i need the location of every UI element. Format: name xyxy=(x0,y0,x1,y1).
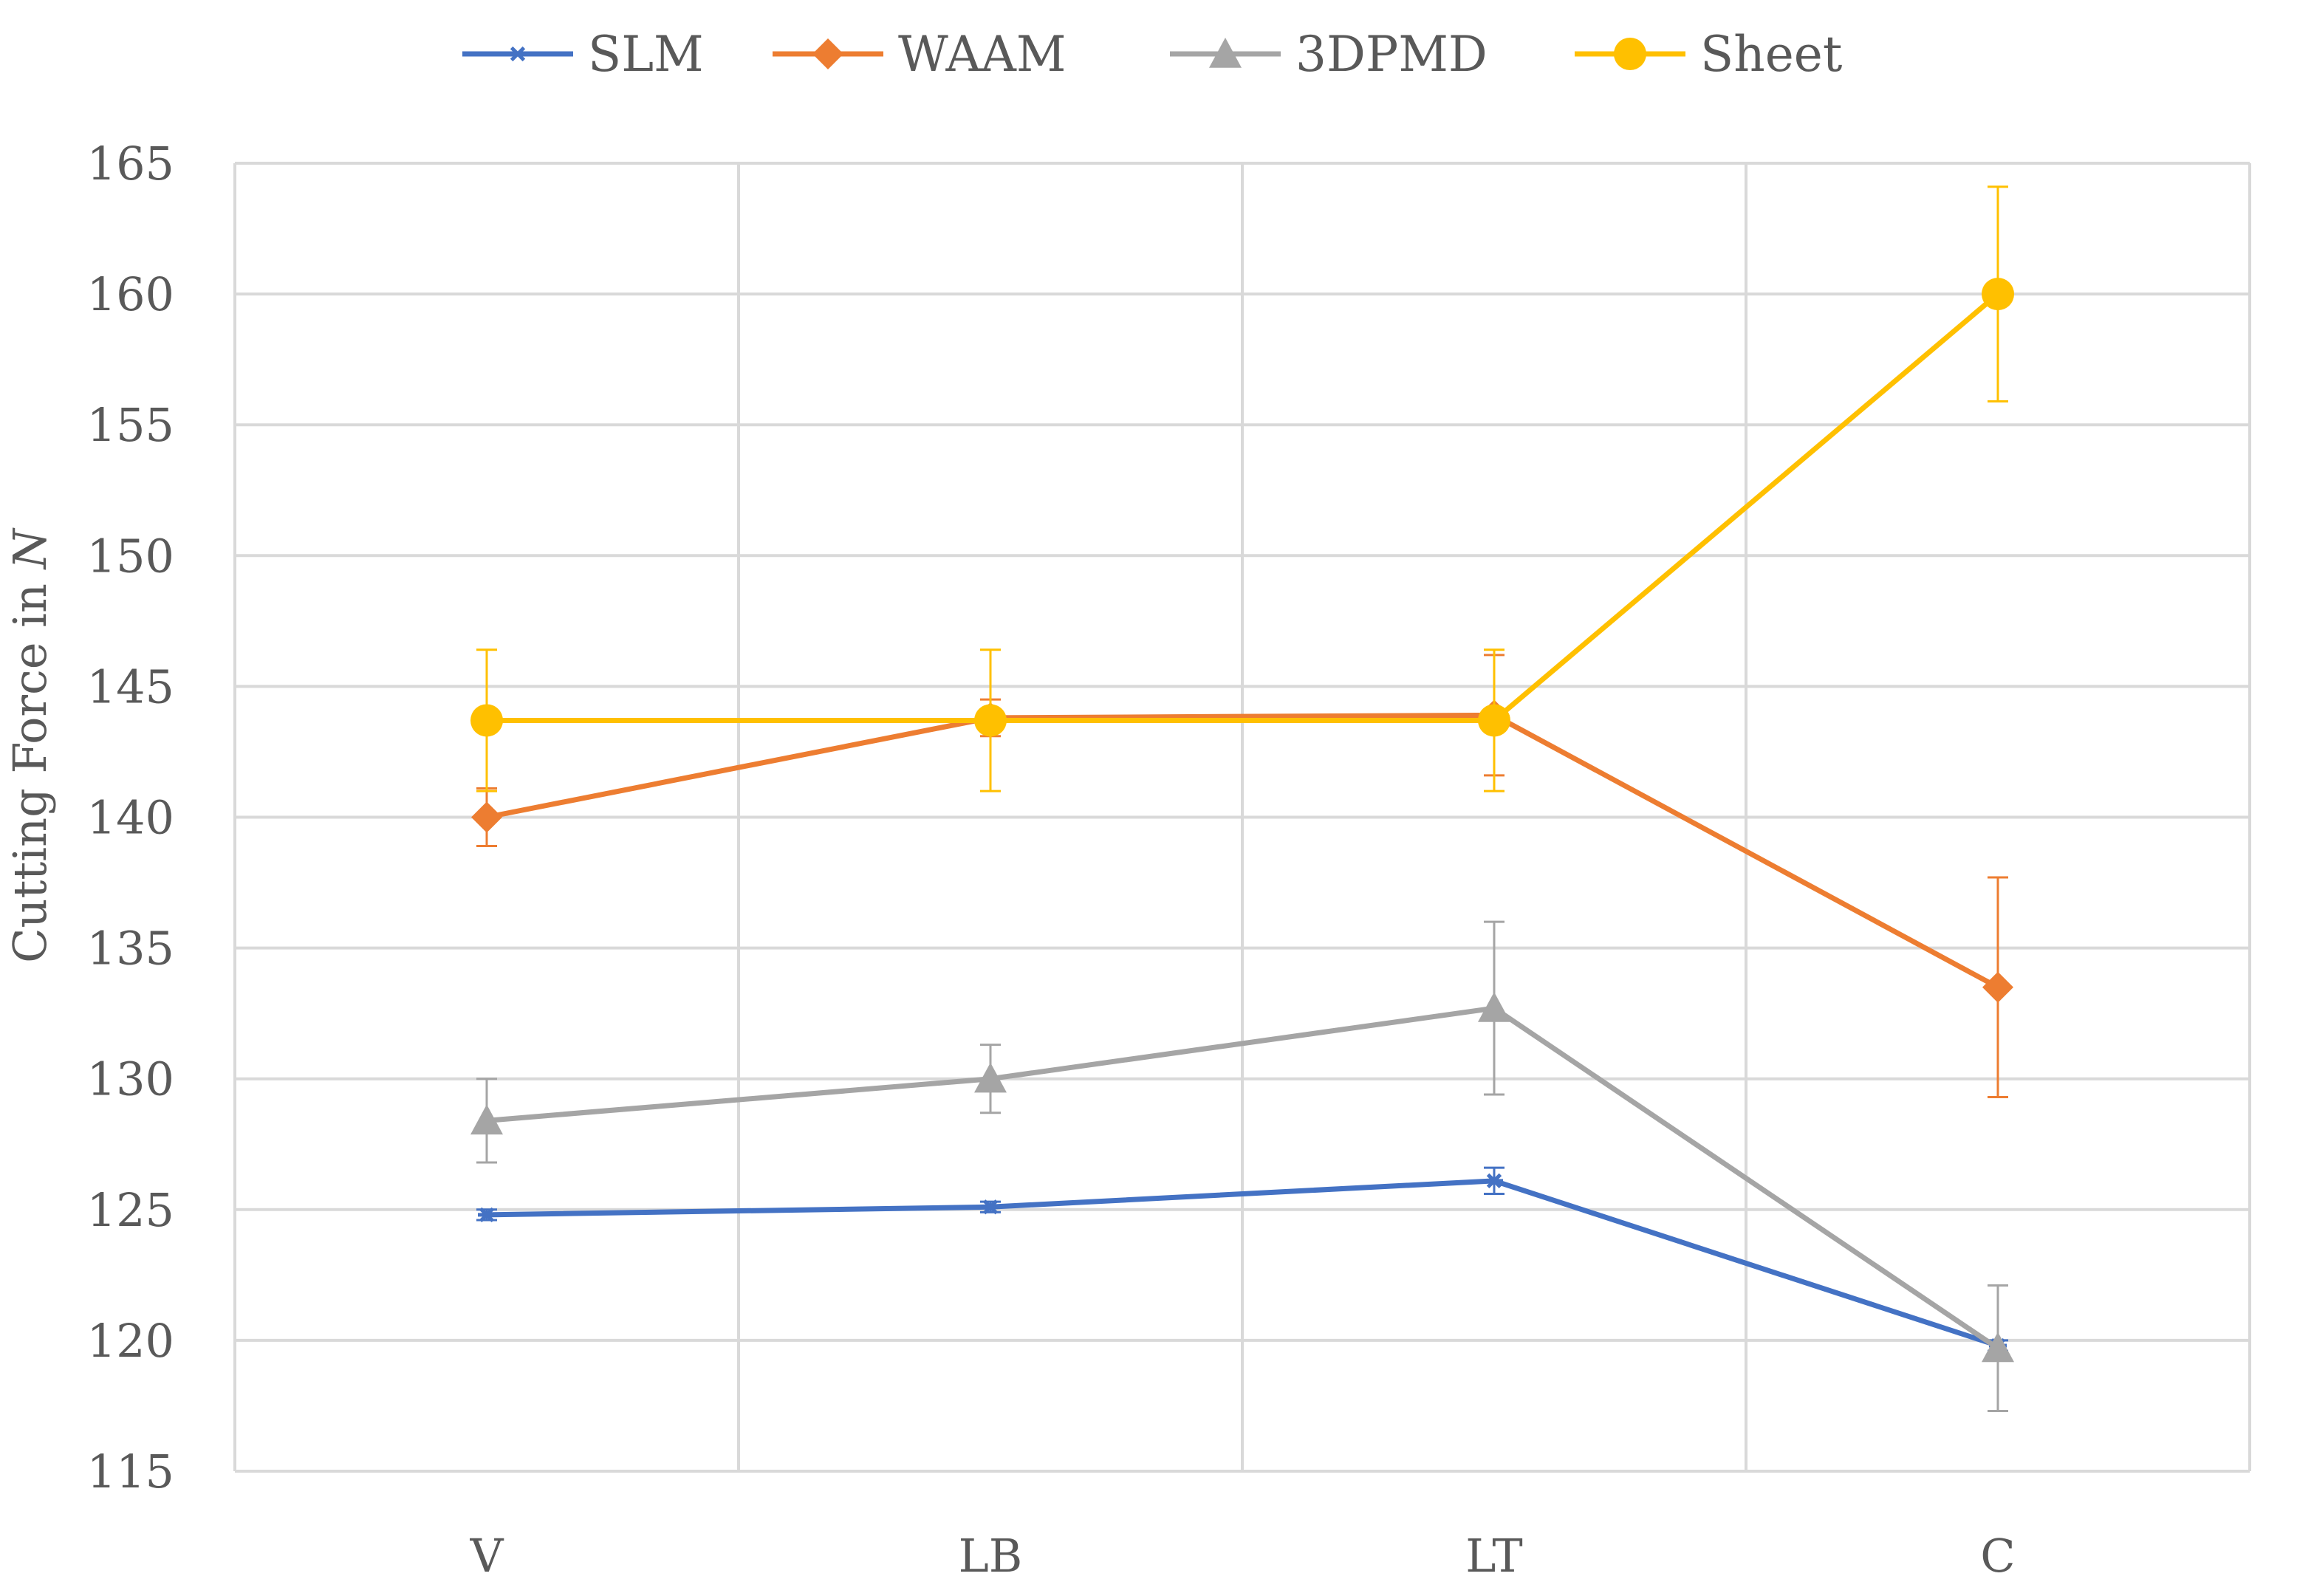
legend-swatch-marker-sheet xyxy=(1614,38,1646,70)
y-axis-title-unit: N xyxy=(3,527,57,570)
legend-swatch-marker-slm-stroke-d2 xyxy=(510,46,526,62)
y-tick-label-165: 165 xyxy=(87,137,174,191)
series-line-3dpmd xyxy=(484,1005,2001,1352)
data-point-3dpmd-c xyxy=(1982,1332,2014,1363)
legend-label-sheet: Sheet xyxy=(1700,26,1842,83)
data-point-slm-lb xyxy=(982,1199,999,1215)
legend-label-waam: WAAM xyxy=(898,26,1066,83)
y-tick-label-145: 145 xyxy=(87,660,174,713)
legend-swatch-marker-3dpmd xyxy=(1209,38,1242,68)
data-point-waam-v xyxy=(471,801,502,833)
y-tick-label-160: 160 xyxy=(87,267,174,321)
legend-item-3dpmd: 3DPMD xyxy=(1170,26,1488,83)
x-tick-label-lb: LB xyxy=(959,1529,1023,1583)
data-point-slm-lt-stroke-d2 xyxy=(1486,1173,1502,1189)
series-3dpmd xyxy=(470,920,2014,1413)
y-axis-title: Cutting Force in N xyxy=(3,527,57,963)
y-tick-label-130: 130 xyxy=(87,1052,174,1106)
y-tick-label-155: 155 xyxy=(87,398,174,452)
data-point-3dpmd-v xyxy=(470,1104,503,1135)
x-axis-ticks: V LB LT C xyxy=(470,1529,2016,1583)
series-line-waam xyxy=(484,712,2001,990)
data-point-slm-lb-stroke-d2 xyxy=(982,1199,999,1215)
series-line-slm xyxy=(484,1178,2001,1349)
grid xyxy=(233,162,2251,1473)
y-axis-title-text: Cutting Force in xyxy=(3,569,57,963)
y-axis-ticks: 115 120 125 130 135 140 145 150 155 160 165 xyxy=(87,137,174,1499)
legend-label-slm: SLM xyxy=(588,26,704,83)
data-point-slm-v-stroke-d2 xyxy=(479,1207,495,1223)
legend-label-3dpmd: 3DPMD xyxy=(1295,26,1488,83)
data-point-slm-v xyxy=(478,1207,496,1223)
legend-item-waam: WAAM xyxy=(773,26,1066,83)
series-sheet xyxy=(470,185,2014,792)
x-tick-label-v: V xyxy=(470,1529,504,1583)
y-tick-label-125: 125 xyxy=(87,1183,174,1237)
series-line-sheet xyxy=(484,291,2001,723)
y-tick-label-120: 120 xyxy=(87,1314,174,1368)
data-point-slm-lt xyxy=(1485,1173,1503,1189)
x-tick-label-lt: LT xyxy=(1465,1529,1522,1583)
x-tick-label-c: C xyxy=(1980,1529,2015,1583)
data-point-sheet-lt xyxy=(1478,704,1510,737)
data-point-3dpmd-lt xyxy=(1478,992,1510,1022)
data-point-waam-c xyxy=(1982,971,2013,1003)
series-layer xyxy=(470,185,2014,1413)
y-tick-label-115: 115 xyxy=(87,1445,174,1499)
legend-swatch-marker-waam xyxy=(812,38,843,69)
legend-swatch-marker-slm xyxy=(509,46,527,62)
legend: SLM WAAM 3DPMD Sheet xyxy=(462,26,1842,83)
y-tick-label-140: 140 xyxy=(87,791,174,845)
data-point-sheet-c xyxy=(1982,278,2014,311)
data-point-sheet-lb xyxy=(974,704,1007,737)
data-point-sheet-v xyxy=(470,704,503,737)
legend-item-sheet: Sheet xyxy=(1575,26,1842,83)
y-tick-label-135: 135 xyxy=(87,922,174,976)
legend-item-slm: SLM xyxy=(462,26,704,83)
data-point-3dpmd-lb xyxy=(974,1062,1007,1093)
y-tick-label-150: 150 xyxy=(87,529,174,583)
